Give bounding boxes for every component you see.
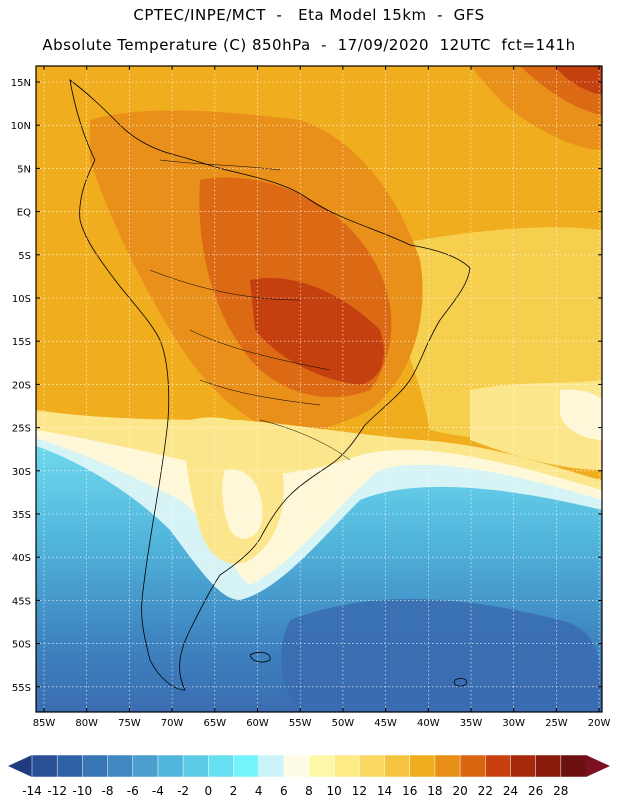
colorbar-swatch	[82, 754, 109, 778]
latitude-label: 20S	[12, 380, 31, 391]
longitude-label: 70W	[161, 718, 184, 729]
colorbar-label: 18	[427, 784, 442, 798]
latitude-label: 5N	[17, 164, 31, 175]
colorbar-label: 12	[352, 784, 367, 798]
latitude-label: 5S	[18, 251, 31, 262]
colorbar-label: 0	[204, 784, 212, 798]
colorbar-label: 16	[402, 784, 417, 798]
colorbar-label: 28	[553, 784, 568, 798]
colorbar-label: 24	[503, 784, 518, 798]
latitude-label: 50S	[12, 640, 31, 651]
longitude-label: 85W	[33, 718, 56, 729]
colorbar-swatch	[384, 754, 411, 778]
colorbar-under-triangle	[8, 755, 32, 777]
latitude-label: 30S	[12, 467, 31, 478]
longitude-label: 75W	[118, 718, 141, 729]
colorbar-label: -4	[152, 784, 164, 798]
colorbar-label: 4	[255, 784, 263, 798]
longitude-label: 35W	[460, 718, 483, 729]
colorbar-label: 26	[528, 784, 543, 798]
colorbar-swatch	[258, 754, 285, 778]
colorbar-label: -2	[177, 784, 189, 798]
field-ne-red	[555, 66, 602, 95]
latitude-label: 10N	[11, 121, 31, 132]
longitude-label: 50W	[332, 718, 355, 729]
colorbar-swatch	[560, 754, 587, 778]
colorbar-swatch	[132, 754, 159, 778]
longitude-label: 20W	[588, 718, 611, 729]
latitude-label: 35S	[12, 510, 31, 521]
colorbar-over-triangle	[586, 755, 610, 777]
colorbar-label: -14	[22, 784, 42, 798]
temperature-field	[36, 66, 602, 712]
colorbar-swatch	[157, 754, 184, 778]
colorbar-swatch	[459, 754, 487, 778]
latitude-label: 45S	[12, 596, 31, 607]
colorbar-swatch	[182, 754, 210, 778]
colorbar-label: 20	[452, 784, 467, 798]
longitude-labels: 85W 80W 75W 70W 65W 60W 55W 50W 45W 40W 35W 30W 25W 2…	[33, 718, 611, 729]
south-america-coast	[69, 79, 471, 691]
colorbar-swatch	[409, 754, 436, 778]
colorbar-label: -6	[127, 784, 139, 798]
colorbar-swatch	[535, 754, 562, 778]
colorbar-label: -8	[102, 784, 114, 798]
longitude-label: 65W	[203, 718, 226, 729]
field-hotspot-red	[250, 278, 384, 385]
longitude-label: 80W	[75, 718, 98, 729]
colorbar-swatch	[333, 754, 361, 778]
colorbar-swatch	[208, 754, 235, 778]
longitude-label: 25W	[545, 718, 568, 729]
colorbar-label: 6	[280, 784, 288, 798]
colorbar-swatch	[308, 754, 335, 778]
colorbar-label: 8	[305, 784, 313, 798]
field-east-cream	[560, 389, 602, 440]
falkland-islands	[453, 677, 467, 687]
coastlines	[69, 79, 471, 691]
colorbar-label: 2	[230, 784, 238, 798]
latitude-label: 40S	[12, 553, 31, 564]
colorbar-label: 14	[377, 784, 392, 798]
coast-island	[249, 651, 271, 663]
latitude-label: 55S	[12, 683, 31, 694]
map-title-line1: CPTEC/INPE/MCT - Eta Model 15km - GFS	[133, 6, 485, 24]
latitude-label: 15S	[12, 337, 31, 348]
longitude-label: 45W	[374, 718, 397, 729]
colorbar-swatch	[56, 754, 84, 778]
longitude-label: 60W	[246, 718, 269, 729]
field-deep-cold	[281, 599, 602, 712]
colorbar-swatches	[31, 754, 587, 778]
country-borders	[149, 159, 351, 461]
color-legend: -14 -12 -10 -8 -6 -4 -2 0 2 4 6 8 10 12 14 16 18 20 22 24 26…	[8, 754, 610, 798]
colorbar-swatch	[107, 754, 134, 778]
longitude-label: 55W	[289, 718, 312, 729]
colorbar-label: 22	[478, 784, 493, 798]
colorbar-swatch	[434, 754, 461, 778]
colorbar-swatch	[485, 754, 512, 778]
latitude-label: 25S	[12, 424, 31, 435]
latitude-label: 15N	[11, 78, 31, 89]
latitude-labels: 15N 10N 5N EQ 5S 10S 15S 20S 25S 30S 35S 40S 45S 50S 5…	[11, 78, 31, 694]
longitude-label: 30W	[502, 718, 525, 729]
colorbar-swatch	[359, 754, 386, 778]
colorbar-swatch	[283, 754, 310, 778]
colorbar-swatch	[31, 754, 58, 778]
colorbar-labels: -14 -12 -10 -8 -6 -4 -2 0 2 4 6 8 10 12 14 16 18 20 22 24 26…	[22, 784, 568, 798]
map-frame	[35, 65, 603, 713]
colorbar-label: -12	[47, 784, 67, 798]
latitude-label: EQ	[17, 208, 31, 219]
latitude-label: 10S	[12, 294, 31, 305]
colorbar-label: 10	[327, 784, 342, 798]
field-argentina-cream	[222, 469, 263, 539]
axis-ticks	[36, 66, 602, 712]
longitude-label: 40W	[417, 718, 440, 729]
map-title-line2: Absolute Temperature (C) 850hPa - 17/09/…	[42, 36, 576, 54]
colorbar-swatch	[510, 754, 537, 778]
colorbar-label: -10	[73, 784, 93, 798]
colorbar-swatch	[233, 754, 260, 778]
